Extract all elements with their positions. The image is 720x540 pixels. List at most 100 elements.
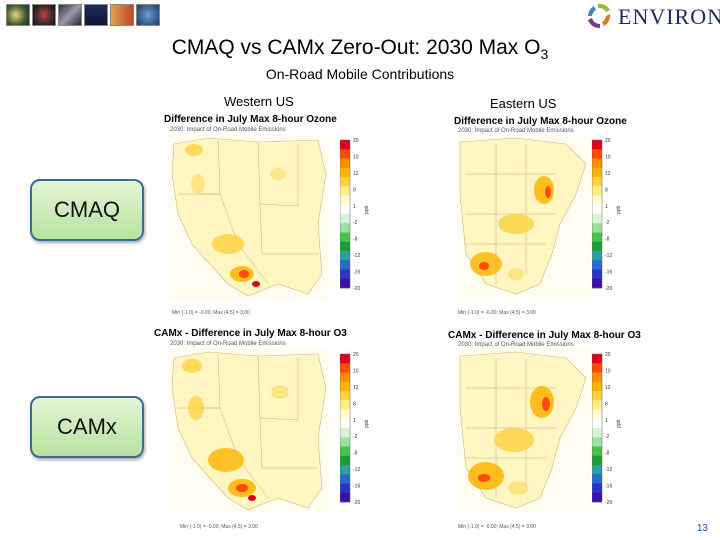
colorbar-outline	[340, 139, 351, 289]
colorbar-swatch	[592, 437, 602, 447]
map-panel-footer: Min (-1.0) = -0.00; Max (4.5) = 3.00	[180, 524, 258, 530]
colorbar-swatch	[592, 149, 602, 159]
colorbar-swatch	[592, 204, 602, 215]
thumbnail-image	[58, 4, 82, 26]
colorbar-tick-label: 20	[605, 138, 611, 144]
colorbar-swatch	[592, 158, 602, 169]
colorbar-tick-label: -16	[353, 270, 360, 276]
map-panel-title: Difference in July Max 8-hour Ozone	[164, 114, 337, 125]
colorbar-swatch	[340, 223, 350, 233]
colorbar-tick-label: -20	[605, 286, 612, 292]
colorbar-swatch	[340, 204, 350, 215]
colorbar-swatch	[592, 251, 602, 261]
colorbar-tick-label: 20	[353, 352, 359, 358]
colorbar-swatch	[592, 241, 602, 252]
map-panel-title: CAMx - Difference in July Max 8-hour O3	[154, 328, 347, 339]
colorbar-swatch	[340, 278, 350, 289]
colorbar-swatch	[592, 492, 602, 503]
colorbar-swatch	[592, 372, 602, 383]
map-eastern-us	[456, 134, 592, 298]
colorbar-swatch	[340, 214, 350, 224]
region-label-eastern: Eastern US	[490, 96, 557, 111]
colorbar-swatch	[340, 269, 350, 280]
colorbar-unit-label: ppb	[364, 205, 370, 214]
region-label-western: Western US	[224, 94, 294, 109]
colorbar: 20 10 12 8 1 -2 -8 -12 -16 -20 ppb	[592, 138, 622, 292]
colorbar-swatch	[592, 278, 602, 289]
colorbar-tick-label: -16	[605, 270, 612, 276]
colorbar-swatch	[592, 418, 602, 429]
colorbar-swatch	[592, 195, 602, 206]
logo-text: ENVIRON	[618, 4, 720, 29]
map-panel-footer: Min (-1.0) = -0.00; Max (4.5) = 3.00	[458, 310, 536, 316]
map-panel-subtitle: 2030: Impact of On-Road Mobile Emissions	[170, 127, 286, 133]
colorbar-swatch	[340, 492, 350, 503]
colorbar-tick-label: 1	[605, 418, 608, 424]
colorbar-swatch	[340, 418, 350, 429]
colorbar-tick-label: 10	[605, 368, 611, 374]
colorbar-swatch	[592, 446, 602, 457]
map-panel-cmaq-east: Difference in July Max 8-hour Ozone 2030…	[448, 112, 627, 320]
thumbnail-image	[136, 4, 160, 26]
colorbar-tick-label: -8	[605, 237, 610, 243]
colorbar-swatch	[340, 140, 350, 150]
colorbar-tick-label: 8	[353, 401, 356, 407]
colorbar-tick-label: 8	[605, 187, 608, 193]
colorbar-swatch	[592, 260, 602, 270]
colorbar-tick-label: -12	[353, 467, 360, 473]
colorbar-swatch	[592, 409, 602, 420]
colorbar-swatch	[340, 177, 350, 187]
colorbar-tick-label: -16	[353, 484, 360, 490]
colorbar-tick-label: 10	[353, 154, 359, 160]
colorbar-swatch	[592, 232, 602, 243]
colorbar-tick-label: -20	[353, 286, 360, 292]
colorbar-swatch	[592, 177, 602, 187]
colorbar-swatch	[340, 428, 350, 438]
colorbar-swatch	[340, 474, 350, 484]
map-panel-subtitle: 2030: Impact of On-Road Mobile Emissions	[458, 342, 574, 348]
colorbar-tick-label: 1	[605, 204, 608, 210]
colorbar-swatch	[340, 372, 350, 383]
colorbar-swatch	[592, 186, 602, 196]
colorbar-tick-label: -2	[605, 220, 610, 226]
colorbar-swatch	[340, 241, 350, 252]
colorbar-swatch	[592, 465, 602, 475]
colorbar-tick-label: 20	[353, 138, 359, 144]
colorbar-outline	[592, 139, 603, 289]
colorbar-tick-label: -12	[605, 253, 612, 259]
page-subtitle: On-Road Mobile Contributions	[265, 66, 455, 82]
colorbar-tick-label: 12	[353, 385, 359, 391]
colorbar: 20 10 12 8 1 -2 -8 -12 -16 -20 ppb	[340, 352, 370, 506]
page-title-main: CMAQ vs CAMx Zero-Out: 2030 Max O	[171, 36, 541, 59]
colorbar-swatch	[340, 483, 350, 494]
map-panel-footer: Min (-1.0) = -0.00; Max (4.5) = 3.00	[172, 310, 250, 316]
colorbar-tick-label: 10	[353, 368, 359, 374]
map-panel-title: CAMx - Difference in July Max 8-hour O3	[448, 330, 641, 341]
page-title-subscript: 3	[540, 46, 549, 63]
colorbar-tick-label: -2	[605, 434, 610, 440]
colorbar-swatch	[340, 186, 350, 196]
map-panel-subtitle: 2030: Impact of On-Road Mobile Emissions	[458, 128, 574, 134]
colorbar-swatch	[340, 381, 350, 392]
page-title: CMAQ vs CAMx Zero-Out: 2030 Max O3	[0, 36, 720, 62]
colorbar-swatch	[592, 269, 602, 280]
colorbar-swatch	[592, 214, 602, 224]
colorbar-swatch	[340, 446, 350, 457]
map-panel-camx-east: CAMx - Difference in July Max 8-hour O3 …	[444, 326, 641, 534]
colorbar-unit-label: ppb	[616, 205, 622, 214]
colorbar-outline	[340, 353, 351, 503]
colorbar-tick-label: -8	[605, 451, 610, 457]
colorbar-swatch	[340, 167, 350, 178]
map-panel-camx-west: CAMx - Difference in July Max 8-hour O3 …	[150, 326, 386, 534]
colorbar-swatch	[592, 167, 602, 178]
colorbar-swatch	[592, 391, 602, 401]
colorbar-swatch	[340, 232, 350, 243]
colorbar-tick-label: -8	[353, 237, 358, 243]
thumbnail-image	[110, 4, 134, 26]
colorbar: 20 10 12 8 1 -2 -8 -12 -16 -20 ppb	[340, 138, 370, 292]
colorbar-tick-label: 20	[605, 352, 611, 358]
map-eastern-us	[456, 348, 592, 512]
map-western-us	[168, 348, 330, 514]
thumbnail-image	[6, 4, 30, 26]
colorbar-swatch	[340, 391, 350, 401]
